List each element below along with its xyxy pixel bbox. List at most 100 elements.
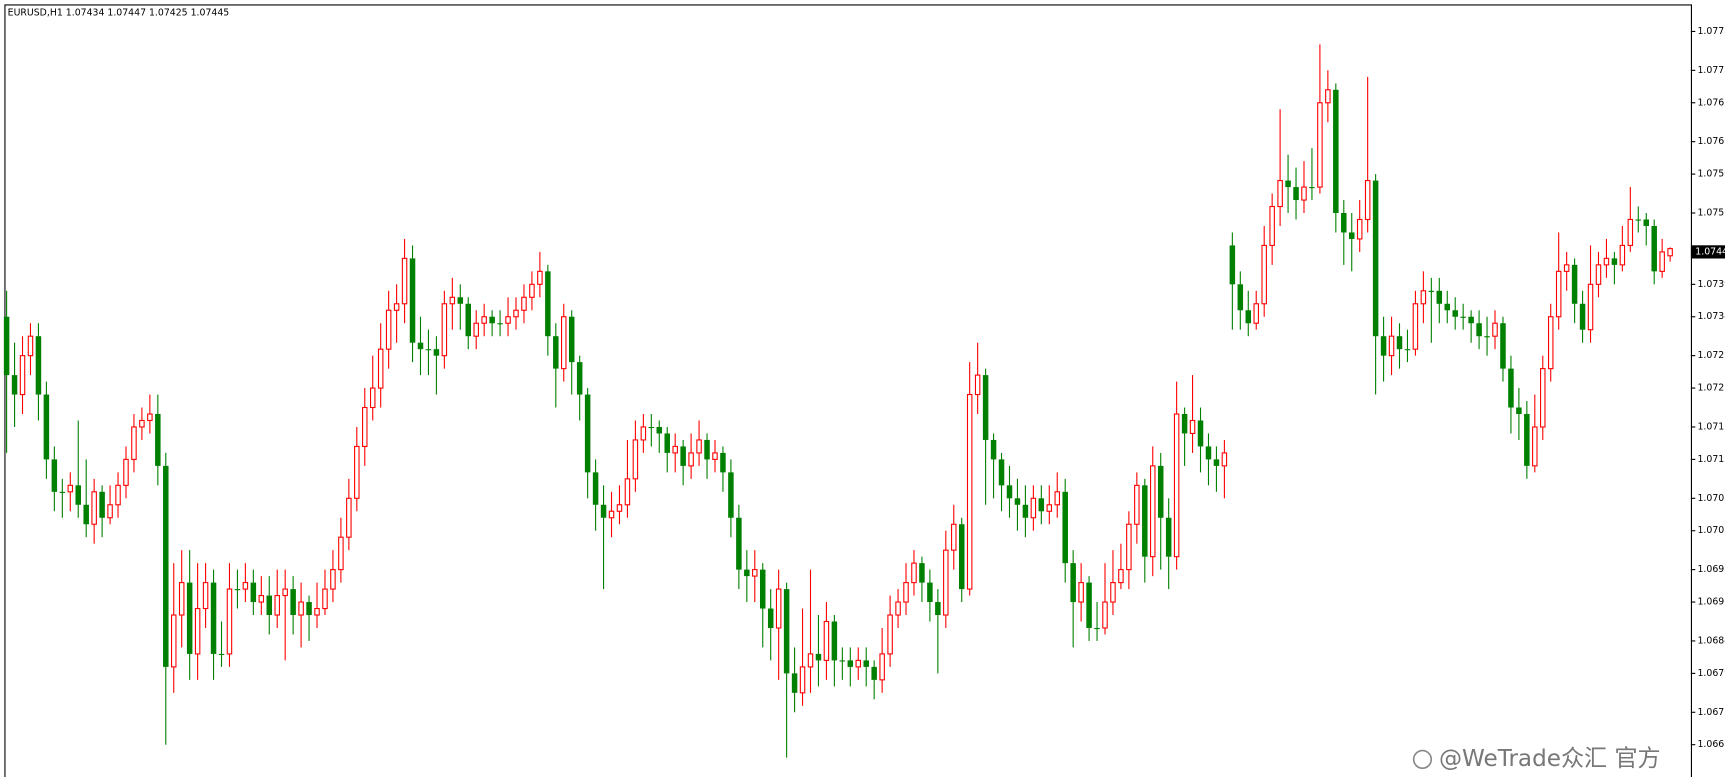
candle-body bbox=[1189, 419, 1196, 435]
candle-body bbox=[688, 452, 694, 467]
candle-body bbox=[712, 452, 718, 460]
candle-body bbox=[600, 504, 607, 518]
candle-body bbox=[1213, 459, 1220, 466]
candle-body bbox=[1245, 310, 1252, 324]
candle-body bbox=[1563, 264, 1570, 272]
candle-body bbox=[401, 257, 408, 305]
candle-body bbox=[210, 582, 217, 654]
candle-body bbox=[823, 620, 830, 661]
candle-body bbox=[218, 653, 225, 656]
candle-body bbox=[314, 607, 320, 616]
candle-body bbox=[664, 433, 670, 453]
candle-body bbox=[274, 595, 280, 616]
candle-body bbox=[417, 342, 424, 350]
candle-body bbox=[1165, 517, 1172, 557]
candle-body bbox=[1396, 336, 1403, 350]
candle-body bbox=[1317, 102, 1323, 188]
candle-body bbox=[131, 426, 137, 460]
candle-body bbox=[1150, 465, 1156, 558]
candle-body bbox=[147, 413, 153, 422]
candle-body bbox=[473, 322, 479, 337]
candle-body bbox=[1579, 303, 1586, 330]
y-tick-label: 1.0772 bbox=[1697, 65, 1725, 76]
candle-body bbox=[1484, 336, 1490, 338]
current-price-box bbox=[1690, 245, 1725, 259]
candle-body bbox=[1547, 316, 1554, 370]
candle-body bbox=[393, 303, 400, 311]
candle-body bbox=[1460, 316, 1466, 318]
candle-body bbox=[982, 375, 989, 440]
candle-body bbox=[330, 569, 336, 590]
candle-body bbox=[1309, 187, 1315, 189]
candle-body bbox=[1540, 368, 1546, 428]
candle-body bbox=[170, 614, 177, 668]
candle-body bbox=[409, 258, 416, 343]
candle-body bbox=[568, 316, 575, 363]
candle-body bbox=[1619, 244, 1626, 266]
y-tick-label: 1.0767 bbox=[1697, 97, 1725, 108]
candle-body bbox=[640, 426, 647, 441]
candle-body bbox=[242, 582, 249, 590]
candle-body bbox=[1086, 582, 1092, 628]
candle-body bbox=[441, 303, 448, 357]
candle-body bbox=[855, 659, 862, 668]
candle-body bbox=[1667, 248, 1673, 257]
candle-body bbox=[1508, 368, 1514, 408]
candle-body bbox=[863, 660, 869, 667]
candle-body bbox=[465, 303, 471, 337]
candle-body bbox=[1269, 205, 1275, 246]
candle-body bbox=[67, 484, 74, 493]
candle-body bbox=[1102, 601, 1108, 629]
candle-body bbox=[1022, 504, 1029, 518]
candle-body bbox=[1142, 485, 1148, 557]
candle-body bbox=[1428, 290, 1435, 292]
y-tick-label: 1.0695 bbox=[1697, 564, 1725, 575]
candle-body bbox=[1571, 264, 1578, 304]
candle-body bbox=[43, 394, 50, 460]
candle-body bbox=[27, 335, 34, 357]
candle-body bbox=[298, 601, 304, 616]
candle-body bbox=[1356, 218, 1363, 240]
candle-body bbox=[744, 569, 750, 577]
candle-body bbox=[1587, 283, 1594, 331]
candle-body bbox=[99, 491, 105, 518]
candle-body bbox=[1285, 180, 1291, 188]
candle-body bbox=[123, 458, 129, 486]
y-tick-label: 1.075 bbox=[1697, 207, 1724, 218]
candle-body bbox=[139, 419, 145, 428]
candle-body bbox=[1333, 89, 1339, 213]
candle-body bbox=[1014, 498, 1021, 505]
candle-body bbox=[1627, 218, 1634, 246]
candle-body bbox=[163, 465, 169, 667]
candle-body bbox=[433, 349, 440, 356]
candle-body bbox=[807, 653, 814, 668]
candle-body bbox=[791, 673, 798, 693]
candle-body bbox=[1404, 349, 1411, 351]
candle-body bbox=[505, 316, 511, 324]
candle-body bbox=[1253, 303, 1259, 324]
candle-body bbox=[1532, 426, 1538, 467]
candle-body bbox=[449, 296, 456, 305]
candle-body bbox=[11, 375, 18, 395]
candle-body bbox=[91, 491, 97, 525]
current-price-label: 1.0744 bbox=[1695, 246, 1725, 257]
candle-body bbox=[354, 445, 360, 499]
candle-body bbox=[1134, 484, 1140, 525]
candle-body bbox=[385, 309, 392, 350]
candle-body bbox=[1348, 232, 1355, 239]
candle-body bbox=[1094, 627, 1100, 630]
y-tick-label: 1.0668 bbox=[1697, 739, 1725, 750]
candle-body bbox=[202, 582, 209, 610]
candle-body bbox=[115, 484, 121, 506]
candle-body bbox=[648, 426, 655, 429]
candle-body bbox=[1181, 414, 1188, 434]
y-tick-label: 1.0712 bbox=[1697, 454, 1725, 465]
candle-body bbox=[1372, 180, 1379, 337]
candle-body bbox=[481, 316, 487, 324]
candle-body bbox=[1643, 219, 1649, 226]
candle-body bbox=[879, 653, 885, 681]
candle-body bbox=[1476, 323, 1482, 337]
candle-body bbox=[895, 601, 901, 616]
